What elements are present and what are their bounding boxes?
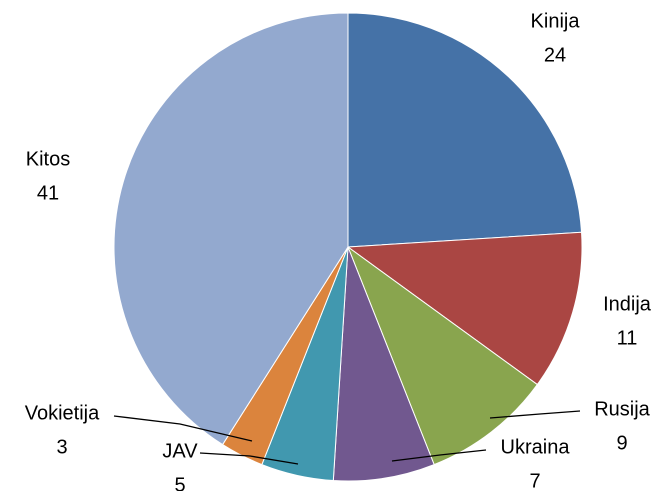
leader-line [391,449,487,462]
slice-label: Ukraina [501,436,571,458]
slice-value: 41 [37,182,59,204]
slice-label: Kitos [26,148,70,170]
pie-slice [113,12,349,446]
pie-slice [346,231,583,386]
leader-line [489,410,581,419]
slice-label: Vokietija [25,402,100,424]
slice-value: 9 [616,432,627,454]
slice-label: JAV [162,440,198,462]
pie-slice [346,245,539,466]
pie [113,12,583,482]
leader-lines [113,410,581,465]
slice-label: Kinija [531,10,581,32]
slice-label: Indija [603,293,652,315]
slice-value: 5 [174,474,185,491]
pie-slice [332,246,435,482]
pie-slice [347,12,583,248]
leader-line [113,415,253,442]
slice-value: 24 [544,44,566,66]
leader-line [199,452,299,465]
slice-value: 7 [529,470,540,491]
slice-value: 11 [617,327,638,349]
slice-value: 3 [56,436,67,458]
slice-label: Rusija [594,398,650,420]
